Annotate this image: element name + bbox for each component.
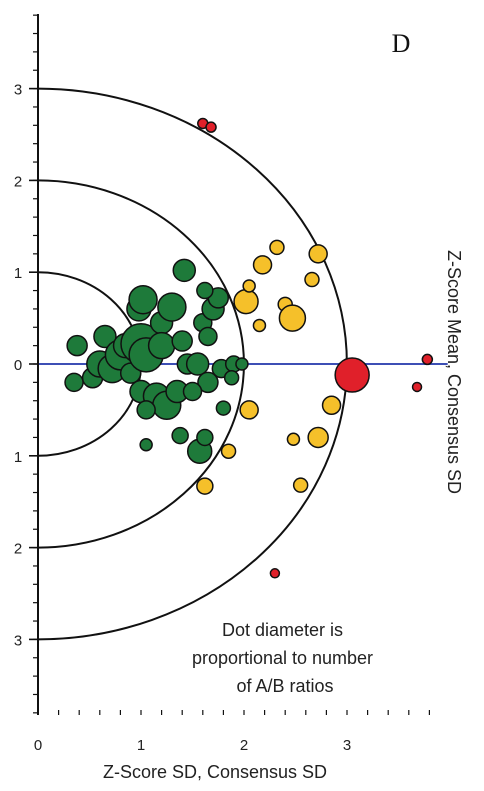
data-point-green <box>185 352 210 376</box>
data-point-red <box>269 568 281 579</box>
data-point-yellow <box>252 318 267 333</box>
data-point-yellow <box>304 271 320 288</box>
x-tick-label: 1 <box>137 737 145 754</box>
data-point-green <box>196 428 214 447</box>
y-axis-ticks: 3 2 1 0 1 2 3 <box>14 14 38 714</box>
data-point-yellow <box>242 279 256 293</box>
data-point-red <box>205 121 217 133</box>
data-point-green <box>93 324 117 349</box>
data-point-green <box>171 330 193 352</box>
x-axis-label: Z-Score SD, Consensus SD <box>103 762 327 782</box>
data-point-green <box>235 357 249 371</box>
data-point-yellow <box>220 443 237 459</box>
data-point-green <box>182 381 203 402</box>
data-point-green <box>147 331 176 360</box>
y-axis-label: Z-Score Mean, Consensus SD <box>444 250 464 494</box>
data-points <box>64 117 434 579</box>
data-point-yellow <box>196 477 214 495</box>
y-tick-label: 2 <box>14 173 22 190</box>
x-tick-label: 0 <box>34 737 42 754</box>
data-point-yellow <box>286 432 301 447</box>
data-point-green <box>171 426 189 445</box>
data-point-yellow <box>269 239 285 256</box>
data-point-green <box>196 281 214 300</box>
data-point-green <box>128 284 158 315</box>
x-tick-label: 3 <box>343 737 351 754</box>
data-point-green <box>157 292 187 322</box>
data-point-green <box>197 371 219 394</box>
x-tick-label: 2 <box>240 737 248 754</box>
data-point-green <box>64 372 84 393</box>
x-axis-ticks: 0 1 2 3 <box>34 710 430 754</box>
size-legend-note: Dot diameter is proportional to number o… <box>192 620 378 696</box>
y-tick-label: 3 <box>14 82 22 99</box>
note-line-1: Dot diameter is <box>222 620 343 640</box>
data-point-yellow <box>321 395 342 416</box>
y-tick-label: 0 <box>14 357 22 374</box>
y-tick-label: 1 <box>14 449 22 466</box>
data-point-green <box>172 258 197 283</box>
data-point-yellow <box>239 400 259 420</box>
data-point-green <box>223 370 240 386</box>
data-point-green <box>139 438 153 452</box>
y-tick-label: 3 <box>14 632 22 649</box>
y-tick-label: 2 <box>14 541 22 558</box>
data-point-green <box>136 400 156 420</box>
data-point-red <box>334 357 370 393</box>
data-point-green <box>198 326 218 347</box>
data-point-yellow <box>233 288 259 315</box>
data-point-yellow <box>278 304 307 332</box>
data-point-red <box>421 353 434 366</box>
panel-label: D <box>392 29 411 58</box>
note-line-2: proportional to number <box>192 648 373 668</box>
y-tick-label: 1 <box>14 265 22 282</box>
data-point-red <box>411 381 423 393</box>
data-point-green <box>66 334 88 357</box>
data-point-yellow <box>308 244 328 264</box>
data-point-yellow <box>252 255 273 275</box>
note-line-3: of A/B ratios <box>236 676 333 696</box>
data-point-green <box>215 400 232 416</box>
data-point-yellow <box>307 426 329 449</box>
data-point-yellow <box>292 477 309 493</box>
